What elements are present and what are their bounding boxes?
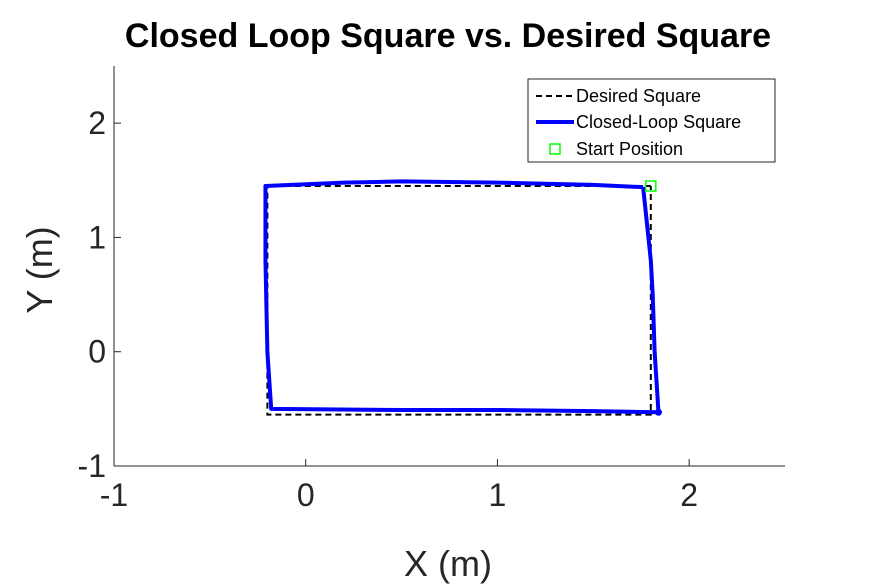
start-position-marker	[645, 180, 657, 192]
y-tick-label: 0	[88, 334, 106, 370]
plot-area	[263, 179, 662, 416]
axes: -1 0 1 2 -1 0 1 2	[78, 66, 785, 513]
chart-title: Closed Loop Square vs. Desired Square	[125, 17, 771, 55]
series-closed-loop-square	[263, 179, 661, 415]
x-axis-label: X (m)	[404, 543, 492, 584]
legend: Desired Square Closed-Loop Square Start Po…	[527, 78, 776, 163]
y-tick-label: -1	[78, 448, 106, 484]
legend-box	[527, 78, 776, 163]
y-tick-label: 1	[88, 219, 106, 255]
x-tick-label: 0	[297, 477, 315, 513]
series-desired-square	[266, 185, 652, 416]
x-tick-label: 2	[680, 477, 698, 513]
y-axis-label: Y (m)	[19, 226, 60, 313]
legend-label-closed-loop-square: Closed-Loop Square	[576, 112, 741, 132]
x-tick-label: -1	[100, 477, 128, 513]
legend-label-desired-square: Desired Square	[576, 86, 701, 106]
legend-sample-start-position	[549, 143, 561, 155]
y-tick-label: 2	[88, 105, 106, 141]
closed-loop-end-marker	[654, 408, 662, 416]
legend-label-start-position: Start Position	[576, 139, 683, 159]
x-tick-label: 1	[489, 477, 507, 513]
